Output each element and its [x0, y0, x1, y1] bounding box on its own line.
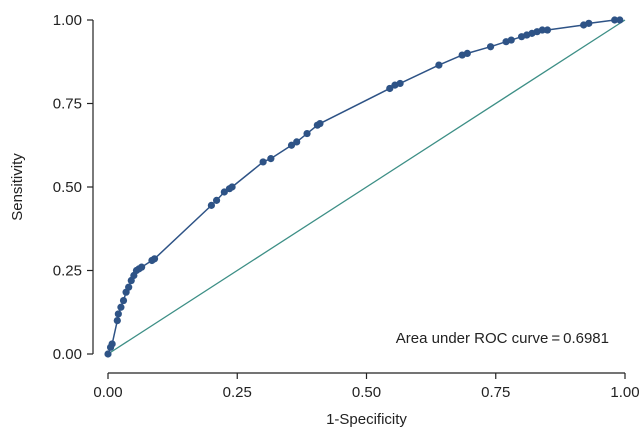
roc-points-layer [104, 16, 624, 358]
roc-point [507, 36, 515, 44]
roc-point [386, 84, 394, 93]
roc-point [220, 188, 228, 196]
reference-line-layer [107, 19, 626, 355]
y-axis-title: Sensitivity [9, 153, 26, 221]
roc-point [616, 16, 624, 24]
x-tick-label: 0.25 [223, 384, 252, 401]
roc-point [119, 296, 128, 305]
roc-point [138, 263, 146, 271]
roc-point [212, 196, 221, 204]
x-tick-label: 0.50 [352, 384, 381, 401]
roc-point [113, 317, 121, 325]
auc-annotation: Area under ROC curve = 0.6981 [396, 330, 609, 347]
roc-point [585, 19, 593, 27]
roc-point [611, 16, 619, 24]
roc-point [117, 303, 125, 311]
roc-point [125, 283, 133, 291]
roc-point [293, 138, 301, 146]
roc-point [228, 183, 236, 191]
roc-point [108, 340, 116, 348]
y-tick-label: 0.75 [53, 96, 82, 113]
roc-point [463, 49, 471, 58]
roc-point [114, 310, 122, 318]
y-tick-label: 1.00 [53, 12, 82, 29]
x-tick-label: 0.75 [481, 384, 510, 401]
roc-point [259, 158, 267, 166]
roc-point [435, 61, 443, 69]
roc-point [543, 26, 552, 34]
x-tick-label: 0.00 [93, 384, 122, 401]
y-tick-label: 0.25 [53, 263, 82, 280]
axes-layer: 0.00 0.25 0.50 0.75 1.00 0.00 0.25 0.50 0.75 1.00 [53, 12, 640, 401]
labels-layer: Sensitivity 1-Specificity Area under ROC… [9, 153, 609, 428]
roc-point [207, 201, 215, 209]
roc-point [150, 255, 159, 263]
roc-point [538, 26, 546, 34]
roc-point [267, 155, 275, 163]
y-tick-label: 0.00 [53, 346, 82, 363]
roc-point [316, 119, 324, 128]
reference-line [107, 19, 626, 355]
x-tick-label: 1.00 [610, 384, 639, 401]
roc-point [486, 43, 495, 51]
roc-point [303, 129, 311, 138]
roc-point [104, 350, 112, 358]
x-axis-title: 1-Specificity [326, 411, 407, 428]
roc-point [396, 79, 404, 88]
roc-point [287, 141, 296, 149]
y-tick-label: 0.50 [53, 179, 82, 196]
